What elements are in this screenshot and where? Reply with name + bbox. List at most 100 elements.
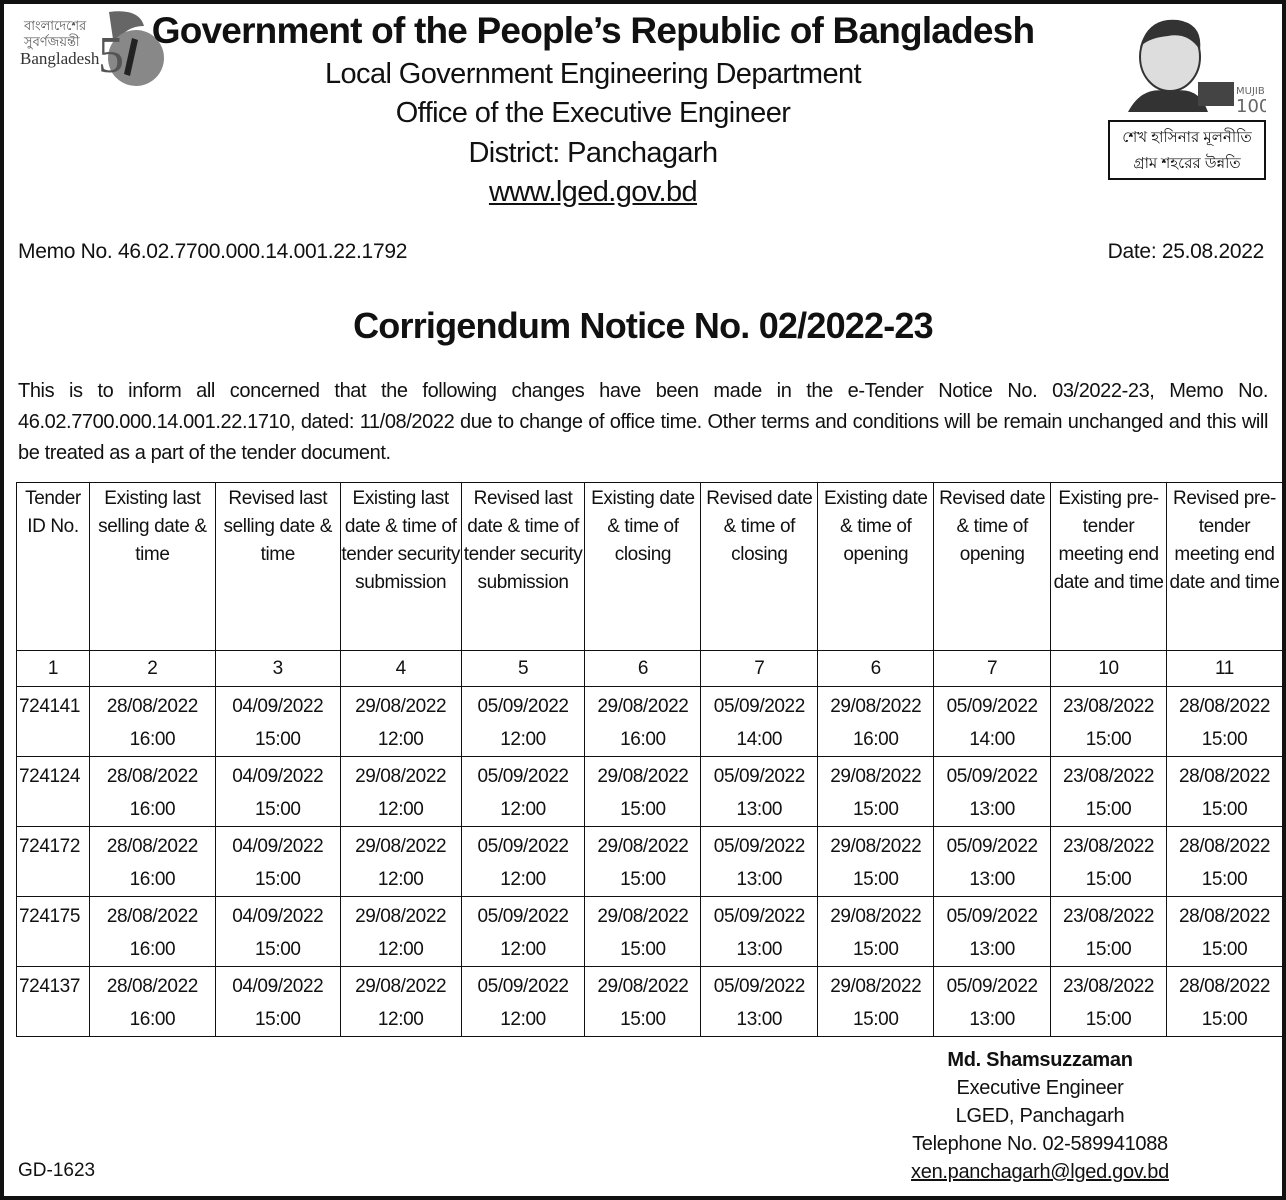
date-time-cell: 29/08/2022 15:00 — [817, 896, 935, 967]
date-time-cell: 29/08/2022 16:00 — [817, 686, 935, 757]
time-value: 15:00 — [1085, 729, 1132, 750]
column-number: 6 — [584, 650, 702, 687]
website-link[interactable]: www.lged.gov.bd — [488, 176, 698, 208]
date-value: 05/09/2022 — [713, 836, 805, 857]
department: Local Government Engineering Department — [325, 58, 862, 90]
date-value: 29/08/2022 — [597, 906, 689, 927]
memo-number: Memo No. 46.02.7700.000.14.001.22.1792 — [18, 240, 408, 263]
date-time-cell: 05/09/2022 13:00 — [933, 756, 1052, 827]
column-header: Revised date & time of closing — [700, 482, 819, 651]
date-time-cell: 29/08/2022 12:00 — [339, 826, 462, 897]
time-value: 14:00 — [969, 729, 1015, 750]
column-number: 4 — [339, 650, 462, 687]
date-time-cell: 05/09/2022 14:00 — [700, 686, 819, 757]
time-value: 15:00 — [852, 1009, 899, 1030]
date-value: 05/09/2022 — [946, 696, 1038, 717]
signatory-org: LGED, Panchagarh — [955, 1105, 1125, 1127]
column-number: 7 — [933, 650, 1052, 687]
date-time-cell: 28/08/2022 16:00 — [88, 826, 216, 897]
slogan-line-1: শেখ হাসিনার মূলনীতি — [1122, 129, 1252, 146]
signatory-name: Md. Shamsuzzaman — [947, 1049, 1133, 1071]
date-value: 05/09/2022 — [477, 696, 569, 717]
time-value: 15:00 — [852, 939, 899, 960]
date-value: 05/09/2022 — [477, 766, 569, 787]
time-value: 15:00 — [254, 799, 301, 820]
date-time-cell: 28/08/2022 16:00 — [88, 896, 216, 967]
column-header: Existing date & time of closing — [584, 482, 702, 651]
date-value: 29/08/2022 — [830, 906, 922, 927]
date-time-cell: 23/08/2022 15:00 — [1050, 966, 1167, 1037]
date-time-cell: 05/09/2022 14:00 — [933, 686, 1052, 757]
govt-title: Government of the People’s Republic of B… — [151, 10, 1035, 51]
time-value: 12:00 — [500, 1009, 546, 1030]
time-value: 13:00 — [736, 939, 783, 960]
signatory-email[interactable]: xen.panchagarh@lged.gov.bd — [911, 1161, 1169, 1183]
time-value: 13:00 — [969, 799, 1015, 820]
date-value: 29/08/2022 — [355, 976, 447, 997]
date-time-cell: 05/09/2022 13:00 — [933, 896, 1052, 967]
date-value: 23/08/2022 — [1063, 836, 1155, 857]
date-time-cell: 29/08/2022 12:00 — [339, 756, 462, 827]
table-row: 724137 28/08/2022 16:00 04/09/2022 15:00 29/0… — [16, 966, 1283, 1037]
date-value: 05/09/2022 — [713, 976, 805, 997]
time-value: 12:00 — [500, 869, 546, 890]
date-time-cell: 05/09/2022 13:00 — [700, 826, 819, 897]
notice-body: This is to inform all concerned that the… — [18, 380, 1268, 464]
svg-text:MUJIB: MUJIB — [1236, 86, 1265, 97]
time-value: 12:00 — [500, 799, 546, 820]
date-value: 28/08/2022 — [106, 976, 198, 997]
date-time-cell: 04/09/2022 15:00 — [214, 826, 341, 897]
svg-text:Bangladesh: Bangladesh — [20, 49, 100, 68]
column-header: Existing date & time of opening — [817, 482, 935, 651]
date-value: 05/09/2022 — [477, 976, 569, 997]
time-value: 15:00 — [1201, 729, 1248, 750]
column-header: Revised last selling date & time — [214, 482, 341, 651]
date-time-cell: 23/08/2022 15:00 — [1050, 896, 1167, 967]
notice-title: Corrigendum Notice No. 02/2022-23 — [353, 305, 934, 346]
date-value: 29/08/2022 — [830, 766, 922, 787]
time-value: 15:00 — [1201, 799, 1248, 820]
date-time-cell: 05/09/2022 12:00 — [460, 896, 586, 967]
date-time-cell: 28/08/2022 16:00 — [88, 966, 216, 1037]
svg-text:বাংলাদেশের: বাংলাদেশের — [23, 19, 87, 34]
date-time-cell: 28/08/2022 15:00 — [1166, 686, 1283, 757]
date-value: 05/09/2022 — [946, 766, 1038, 787]
date-time-cell: 29/08/2022 12:00 — [339, 896, 462, 967]
time-value: 12:00 — [377, 939, 424, 960]
date-time-cell: 05/09/2022 13:00 — [700, 966, 819, 1037]
office: Office of the Executive Engineer — [395, 97, 791, 129]
date-time-cell: 28/08/2022 15:00 — [1166, 756, 1283, 827]
column-header: Revised pre-tender meeting end date and … — [1166, 482, 1283, 651]
time-value: 15:00 — [1201, 1009, 1248, 1030]
date-time-cell: 28/08/2022 16:00 — [88, 686, 216, 757]
date-time-cell: 05/09/2022 13:00 — [933, 966, 1052, 1037]
time-value: 13:00 — [969, 869, 1015, 890]
date-time-cell: 04/09/2022 15:00 — [214, 686, 341, 757]
date-time-cell: 23/08/2022 15:00 — [1050, 826, 1167, 897]
time-value: 15:00 — [1085, 939, 1132, 960]
tender-id: 724137 — [16, 966, 90, 1037]
date-value: 23/08/2022 — [1063, 696, 1155, 717]
date-value: 29/08/2022 — [597, 836, 689, 857]
time-value: 15:00 — [620, 939, 666, 960]
tender-id: 724141 — [16, 686, 90, 757]
signature-block: Md. Shamsuzzaman Executive Engineer LGED… — [870, 1046, 1210, 1186]
column-number: 10 — [1050, 650, 1167, 687]
slogan-box: শেখ হাসিনার মূলনীতি গ্রাম শহরের উন্নতি — [1108, 120, 1266, 180]
column-number: 1 — [16, 650, 90, 687]
time-value: 16:00 — [129, 799, 176, 820]
date-value: 23/08/2022 — [1063, 976, 1155, 997]
time-value: 14:00 — [736, 729, 783, 750]
date-time-cell: 29/08/2022 15:00 — [584, 896, 702, 967]
date-time-cell: 29/08/2022 15:00 — [584, 966, 702, 1037]
time-value: 15:00 — [254, 869, 301, 890]
date-value: 28/08/2022 — [1178, 976, 1271, 997]
date-value: 28/08/2022 — [1178, 766, 1271, 787]
date-time-cell: 29/08/2022 15:00 — [584, 756, 702, 827]
date-value: 04/09/2022 — [232, 906, 324, 927]
date-time-cell: 05/09/2022 13:00 — [700, 896, 819, 967]
column-header: Revised date & time of opening — [933, 482, 1052, 651]
footer-code: GD-1623 — [18, 1160, 96, 1181]
time-value: 15:00 — [620, 1009, 666, 1030]
date-time-cell: 28/08/2022 16:00 — [88, 756, 216, 827]
